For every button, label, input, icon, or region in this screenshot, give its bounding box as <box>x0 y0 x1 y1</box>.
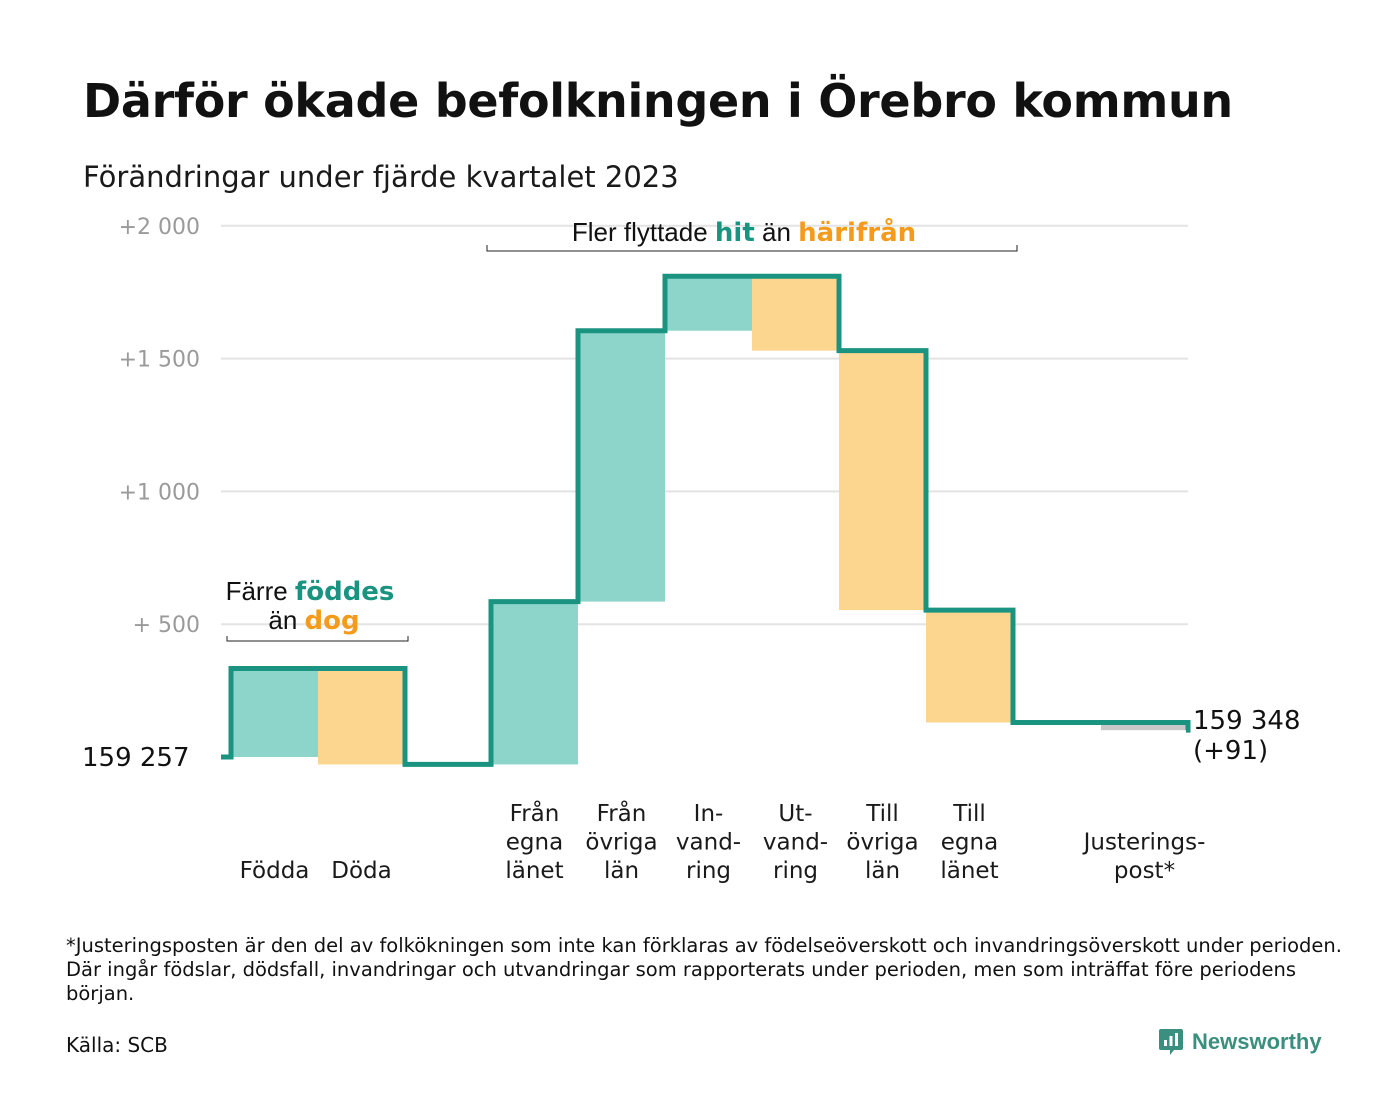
running-total-line <box>221 273 1191 767</box>
end-change-label: (+91) <box>1193 736 1268 766</box>
category-label: Döda <box>331 858 391 884</box>
bar-decrease <box>839 350 926 611</box>
annot-bold-orange: dog <box>305 606 360 636</box>
grid-lines <box>221 224 1188 626</box>
annot-plain: än <box>755 217 798 247</box>
brand[interactable]: Newsworthy <box>1158 1027 1322 1057</box>
chart-title: Därför ökade befolkningen i Örebro kommu… <box>83 74 1233 128</box>
bar-increase <box>578 330 665 602</box>
category-label: Justerings- <box>1082 830 1206 856</box>
bars <box>231 276 1188 765</box>
bar-increase <box>491 601 578 765</box>
category-label: Från <box>510 799 560 827</box>
bar-increase <box>231 668 318 757</box>
category-label: Till <box>865 801 899 827</box>
category-label: länet <box>940 858 998 884</box>
migration-bracket <box>486 245 1018 252</box>
natural-annotation-line2: än dog <box>268 605 359 636</box>
bar-decrease <box>318 668 405 765</box>
category-label: län <box>604 858 639 884</box>
running-total-path <box>221 273 1191 767</box>
brand-name: Newsworthy <box>1192 1029 1322 1054</box>
natural-annotation-line1: Färre föddes <box>226 576 395 607</box>
annot-plain: än <box>268 605 304 635</box>
bar-decrease <box>752 276 839 351</box>
bar-increase <box>665 276 752 331</box>
category-label: länet <box>505 858 563 884</box>
natural-bracket <box>226 636 409 642</box>
category-label: In- <box>694 801 724 827</box>
y-tick-label: + 500 <box>133 613 200 638</box>
bar-decrease <box>926 610 1013 723</box>
y-axis-ticks: +2 000 +1 500 +1 000 + 500 <box>119 215 200 638</box>
category-label: Till <box>952 801 986 827</box>
source: Källa: SCB <box>66 1033 168 1057</box>
y-tick-label: +2 000 <box>119 215 200 240</box>
category-label: Ut- <box>778 801 812 827</box>
y-tick-label: +1 000 <box>119 480 200 505</box>
category-label: post* <box>1114 858 1175 884</box>
category-label: övriga <box>846 830 918 856</box>
bar-adjust <box>1101 722 1188 731</box>
annot-plain: Färre <box>226 576 295 606</box>
chart-subtitle: Förändringar under fjärde kvartalet 2023 <box>83 160 679 194</box>
y-tick-label: +1 500 <box>119 348 200 373</box>
category-label: egna <box>941 830 998 856</box>
category-label: vand- <box>676 830 741 856</box>
footnote: *Justeringsposten är den del av folkökni… <box>66 934 1342 1005</box>
annot-bold-teal: föddes <box>295 577 395 607</box>
category-label: Födda <box>240 858 310 884</box>
annot-bold-orange: härifrån <box>798 216 916 248</box>
migration-annotation: Fler flyttade hit än härifrån <box>572 216 916 248</box>
annot-bold-teal: hit <box>715 218 755 248</box>
category-label: län <box>865 858 900 884</box>
category-label: ring <box>686 858 731 884</box>
category-label: övriga <box>585 830 657 856</box>
waterfall-chart: +2 000 +1 500 +1 000 + 500 159 257 Födda Döda… <box>82 215 1301 884</box>
category-label: ring <box>773 858 818 884</box>
newsworthy-logo-icon <box>1159 1029 1183 1055</box>
category-label: vand- <box>763 830 828 856</box>
end-value-label: 159 348 <box>1193 706 1301 736</box>
category-label: Från <box>597 799 647 827</box>
start-value-label: 159 257 <box>82 743 190 773</box>
annot-plain: Fler flyttade <box>572 217 715 247</box>
category-label: egna <box>506 830 563 856</box>
